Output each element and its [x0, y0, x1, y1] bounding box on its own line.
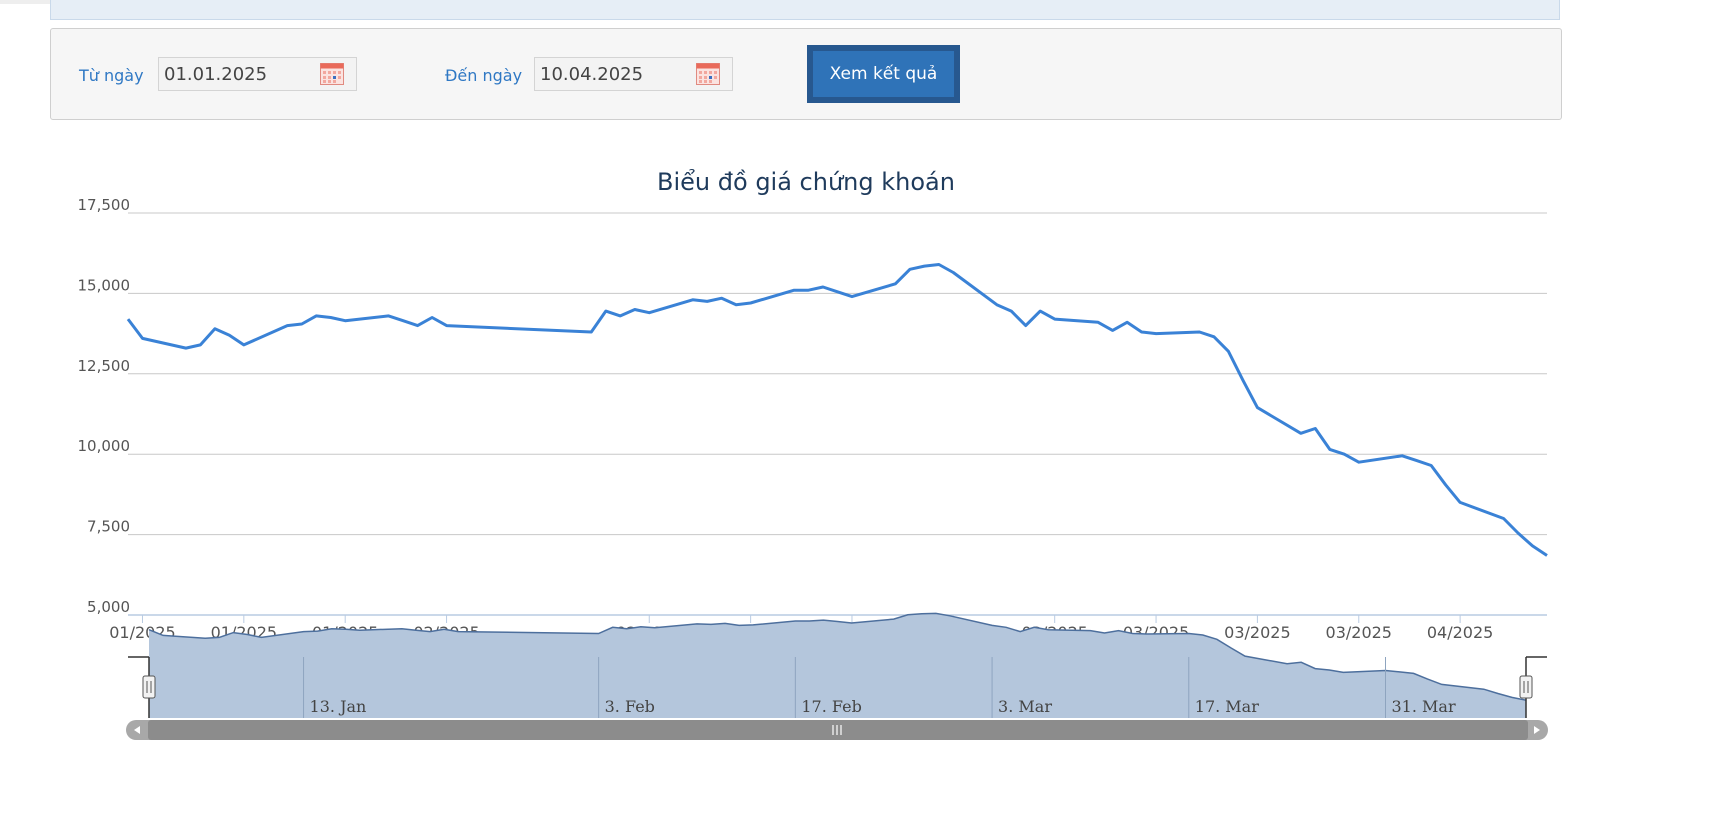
navigator-line — [148, 612, 1527, 701]
y-tick-label: 10,000 — [78, 437, 131, 455]
grid-lines — [128, 212, 1547, 536]
scrollbar-thumb[interactable] — [148, 720, 1528, 740]
to-date-field — [534, 57, 733, 91]
view-results-button[interactable]: Xem kết quả — [813, 51, 954, 97]
date-filter-panel: Từ ngày Đến ngày Xem kết quả — [50, 28, 1562, 120]
y-tick-label: 17,500 — [78, 196, 131, 214]
navigator-area — [149, 613, 1526, 718]
x-tick-label: 03/2025 — [1224, 623, 1290, 642]
navigator-left-handle[interactable] — [142, 675, 156, 699]
y-tick-label: 5,000 — [87, 598, 130, 616]
navigator-tick-label: 3. Feb — [605, 697, 655, 716]
y-axis-labels: 5,000 7,500 10,000 12,500 15,000 17,500 — [78, 196, 131, 616]
range-navigator[interactable]: 13. Jan 3. Feb 17. Feb 3. Mar 17. Mar 31. Mar — [126, 612, 1548, 740]
navigator-tick-label: 3. Mar — [998, 697, 1052, 716]
x-tick-label: 03/2025 — [1326, 623, 1392, 642]
navigator-tick-label: 31. Mar — [1391, 697, 1455, 716]
navigator-tick-label: 13. Jan — [310, 697, 367, 716]
navigator-tick-label: 17. Mar — [1195, 697, 1259, 716]
x-tick-label: 04/2025 — [1427, 623, 1493, 642]
scrollbar-grip-icon — [832, 725, 842, 735]
to-date-label: Đến ngày — [445, 66, 523, 85]
y-tick-label: 7,500 — [87, 518, 130, 536]
stock-price-chart: Biểu đồ giá chứng khoán 5,000 7,500 10,000… — [78, 168, 1548, 740]
y-tick-label: 12,500 — [78, 357, 131, 375]
to-date-input[interactable] — [540, 62, 690, 86]
submit-button-frame: Xem kết quả — [807, 45, 960, 103]
top-header-strip — [50, 0, 1560, 20]
chart-title: Biểu đồ giá chứng khoán — [657, 168, 955, 196]
calendar-icon[interactable] — [320, 63, 344, 85]
from-date-input[interactable] — [164, 62, 314, 86]
scroll-right-arrow-icon[interactable] — [1534, 726, 1540, 734]
scroll-left-arrow-icon[interactable] — [134, 726, 140, 734]
from-date-field — [158, 57, 357, 91]
calendar-icon[interactable] — [696, 63, 720, 85]
from-date-label: Từ ngày — [79, 66, 144, 85]
navigator-right-handle[interactable] — [1519, 675, 1533, 699]
price-line — [126, 263, 1548, 557]
navigator-tick-label: 17. Feb — [801, 697, 861, 716]
price-series — [126, 263, 1548, 557]
y-tick-label: 15,000 — [78, 276, 131, 294]
